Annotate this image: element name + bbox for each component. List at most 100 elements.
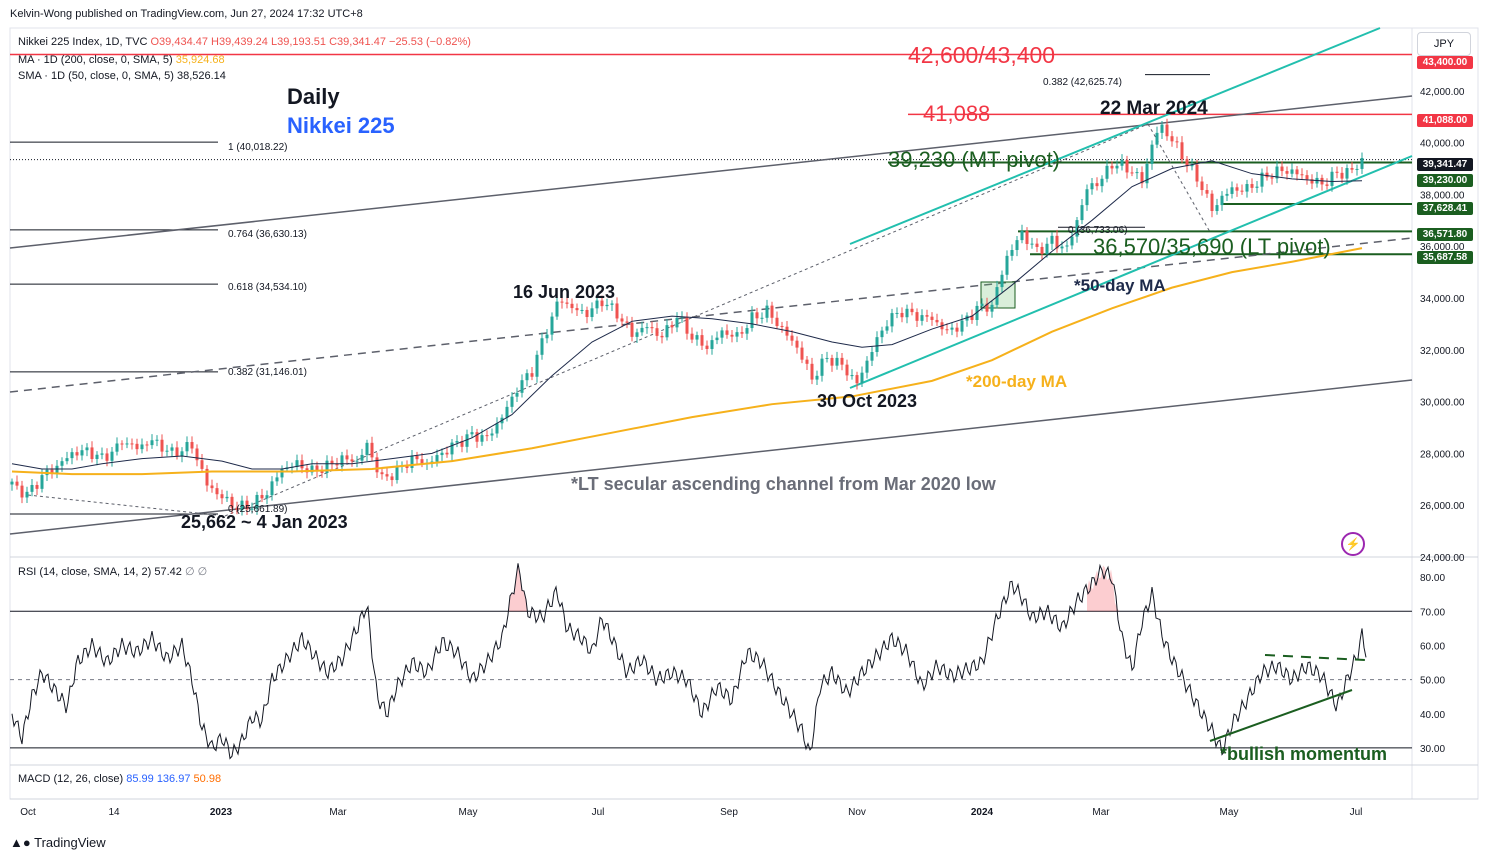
candle-body — [835, 357, 839, 366]
candle-body — [1070, 236, 1074, 246]
ohlc-values: O39,434.47 H39,439.24 L39,193.51 C39,341… — [150, 36, 471, 48]
rsi-tick-label: 30.00 — [1420, 744, 1445, 755]
currency-button[interactable]: JPY — [1417, 32, 1471, 56]
candle-body — [1175, 141, 1179, 143]
channel-upper-line — [9, 95, 1413, 249]
candle-body — [885, 326, 889, 331]
candle-body — [70, 452, 74, 459]
candle-body — [1095, 183, 1099, 187]
candle-body — [695, 335, 699, 340]
candle-body — [520, 380, 524, 393]
candle-body — [315, 465, 319, 472]
fib-label-0382: 0.382 (31,146.01) — [228, 367, 307, 378]
candle-body — [160, 439, 164, 452]
candle-body — [1355, 168, 1359, 170]
lightning-icon[interactable]: ⚡ — [1341, 532, 1365, 556]
candle-body — [1000, 274, 1004, 288]
label-peak-mar-2024: 22 Mar 2024 — [1100, 98, 1208, 119]
candle-body — [225, 496, 229, 499]
label-bullish-note: *bullish momentum — [1220, 744, 1388, 764]
sma50-legend[interactable]: SMA · 1D (50, close, 0, SMA, 5) 38,526.1… — [18, 70, 226, 82]
candle-body — [575, 308, 579, 311]
candle-body — [110, 451, 114, 461]
candle-body — [560, 301, 564, 303]
candle-body — [1105, 165, 1109, 179]
fib-label-0618: 0.618 (34,534.10) — [228, 282, 307, 293]
candle-body — [985, 303, 989, 312]
ma200-legend[interactable]: MA · 1D (200, close, 0, SMA, 5) 35,924.6… — [18, 54, 225, 66]
candle-body — [55, 465, 59, 474]
candle-body — [1045, 243, 1049, 254]
price-tag-41088: 41,088.00 — [1417, 114, 1473, 127]
time-tick-label: Jul — [592, 807, 605, 818]
symbol-title[interactable]: Nikkei 225 Index, 1D, TVC — [18, 36, 148, 48]
macd-legend[interactable]: MACD (12, 26, close) 85.99 136.97 50.98 — [18, 773, 221, 785]
candle-body — [1330, 171, 1334, 186]
candle-body — [825, 357, 829, 359]
candle-body — [760, 317, 764, 319]
macd-label: MACD (12, 26, close) — [18, 773, 124, 785]
candle-body — [1020, 230, 1024, 241]
candle-body — [1210, 193, 1214, 212]
candle-body — [1160, 124, 1164, 133]
candle-body — [295, 460, 299, 467]
rsi-tick-label: 80.00 — [1420, 573, 1445, 584]
rsi-tick-label: 40.00 — [1420, 710, 1445, 721]
candle-body — [655, 328, 659, 336]
candle-body — [250, 508, 254, 510]
candle-body — [1145, 163, 1149, 184]
price-tick-label: 38,000.00 — [1420, 190, 1465, 201]
candle-body — [60, 461, 64, 466]
candle-body — [235, 507, 239, 510]
candle-body — [1360, 158, 1364, 169]
candle-body — [270, 481, 274, 496]
candle-body — [415, 455, 419, 460]
candle-body — [350, 459, 354, 462]
label-nikkei: Nikkei 225 — [287, 113, 395, 138]
candle-body — [1300, 174, 1304, 176]
label-channel-note: *LT secular ascending channel from Mar 2… — [571, 474, 996, 494]
candle-body — [375, 457, 379, 473]
tradingview-logo[interactable]: ▲● TradingView — [10, 835, 106, 850]
candle-body — [720, 330, 724, 338]
ma50-line — [11, 160, 1363, 470]
fib-label-0764: 0.764 (36,630.13) — [228, 229, 307, 240]
candle-body — [780, 325, 784, 327]
candle-body — [540, 338, 544, 355]
candle-body — [570, 303, 574, 309]
candle-body — [475, 432, 479, 442]
candle-body — [1065, 245, 1069, 247]
candle-body — [155, 439, 159, 441]
candle-body — [615, 303, 619, 319]
candle-body — [245, 500, 249, 510]
candle-body — [610, 303, 614, 305]
candle-body — [910, 308, 914, 313]
candle-body — [595, 300, 599, 309]
candle-body — [790, 335, 794, 341]
candle-body — [845, 364, 849, 376]
candle-body — [1215, 205, 1219, 212]
label-peak-jun-2023: 16 Jun 2023 — [513, 282, 616, 302]
rsi-resistance-trendline — [1264, 654, 1366, 661]
candle-body — [1285, 171, 1289, 174]
time-tick-label: 14 — [108, 807, 120, 818]
candle-body — [1340, 172, 1344, 179]
price-tick-label: 30,000.00 — [1420, 398, 1465, 409]
candle-body — [750, 312, 754, 329]
candle-body — [1230, 187, 1234, 194]
candle-body — [80, 450, 84, 456]
candle-body — [660, 335, 664, 338]
candle-body — [625, 321, 629, 323]
rsi-legend[interactable]: RSI (14, close, SMA, 14, 2) 57.42 ∅ ∅ — [18, 565, 207, 578]
candle-body — [1085, 189, 1089, 206]
candle-body — [200, 460, 204, 469]
candle-body — [530, 373, 534, 377]
candle-body — [90, 447, 94, 460]
label-ma50-note: *50-day MA — [1074, 276, 1166, 295]
candle-body — [950, 327, 954, 330]
price-axis-pane — [1411, 27, 1479, 800]
candle-body — [795, 340, 799, 348]
candle-body — [320, 471, 324, 473]
candle-body — [840, 357, 844, 365]
candle-body — [810, 363, 814, 380]
